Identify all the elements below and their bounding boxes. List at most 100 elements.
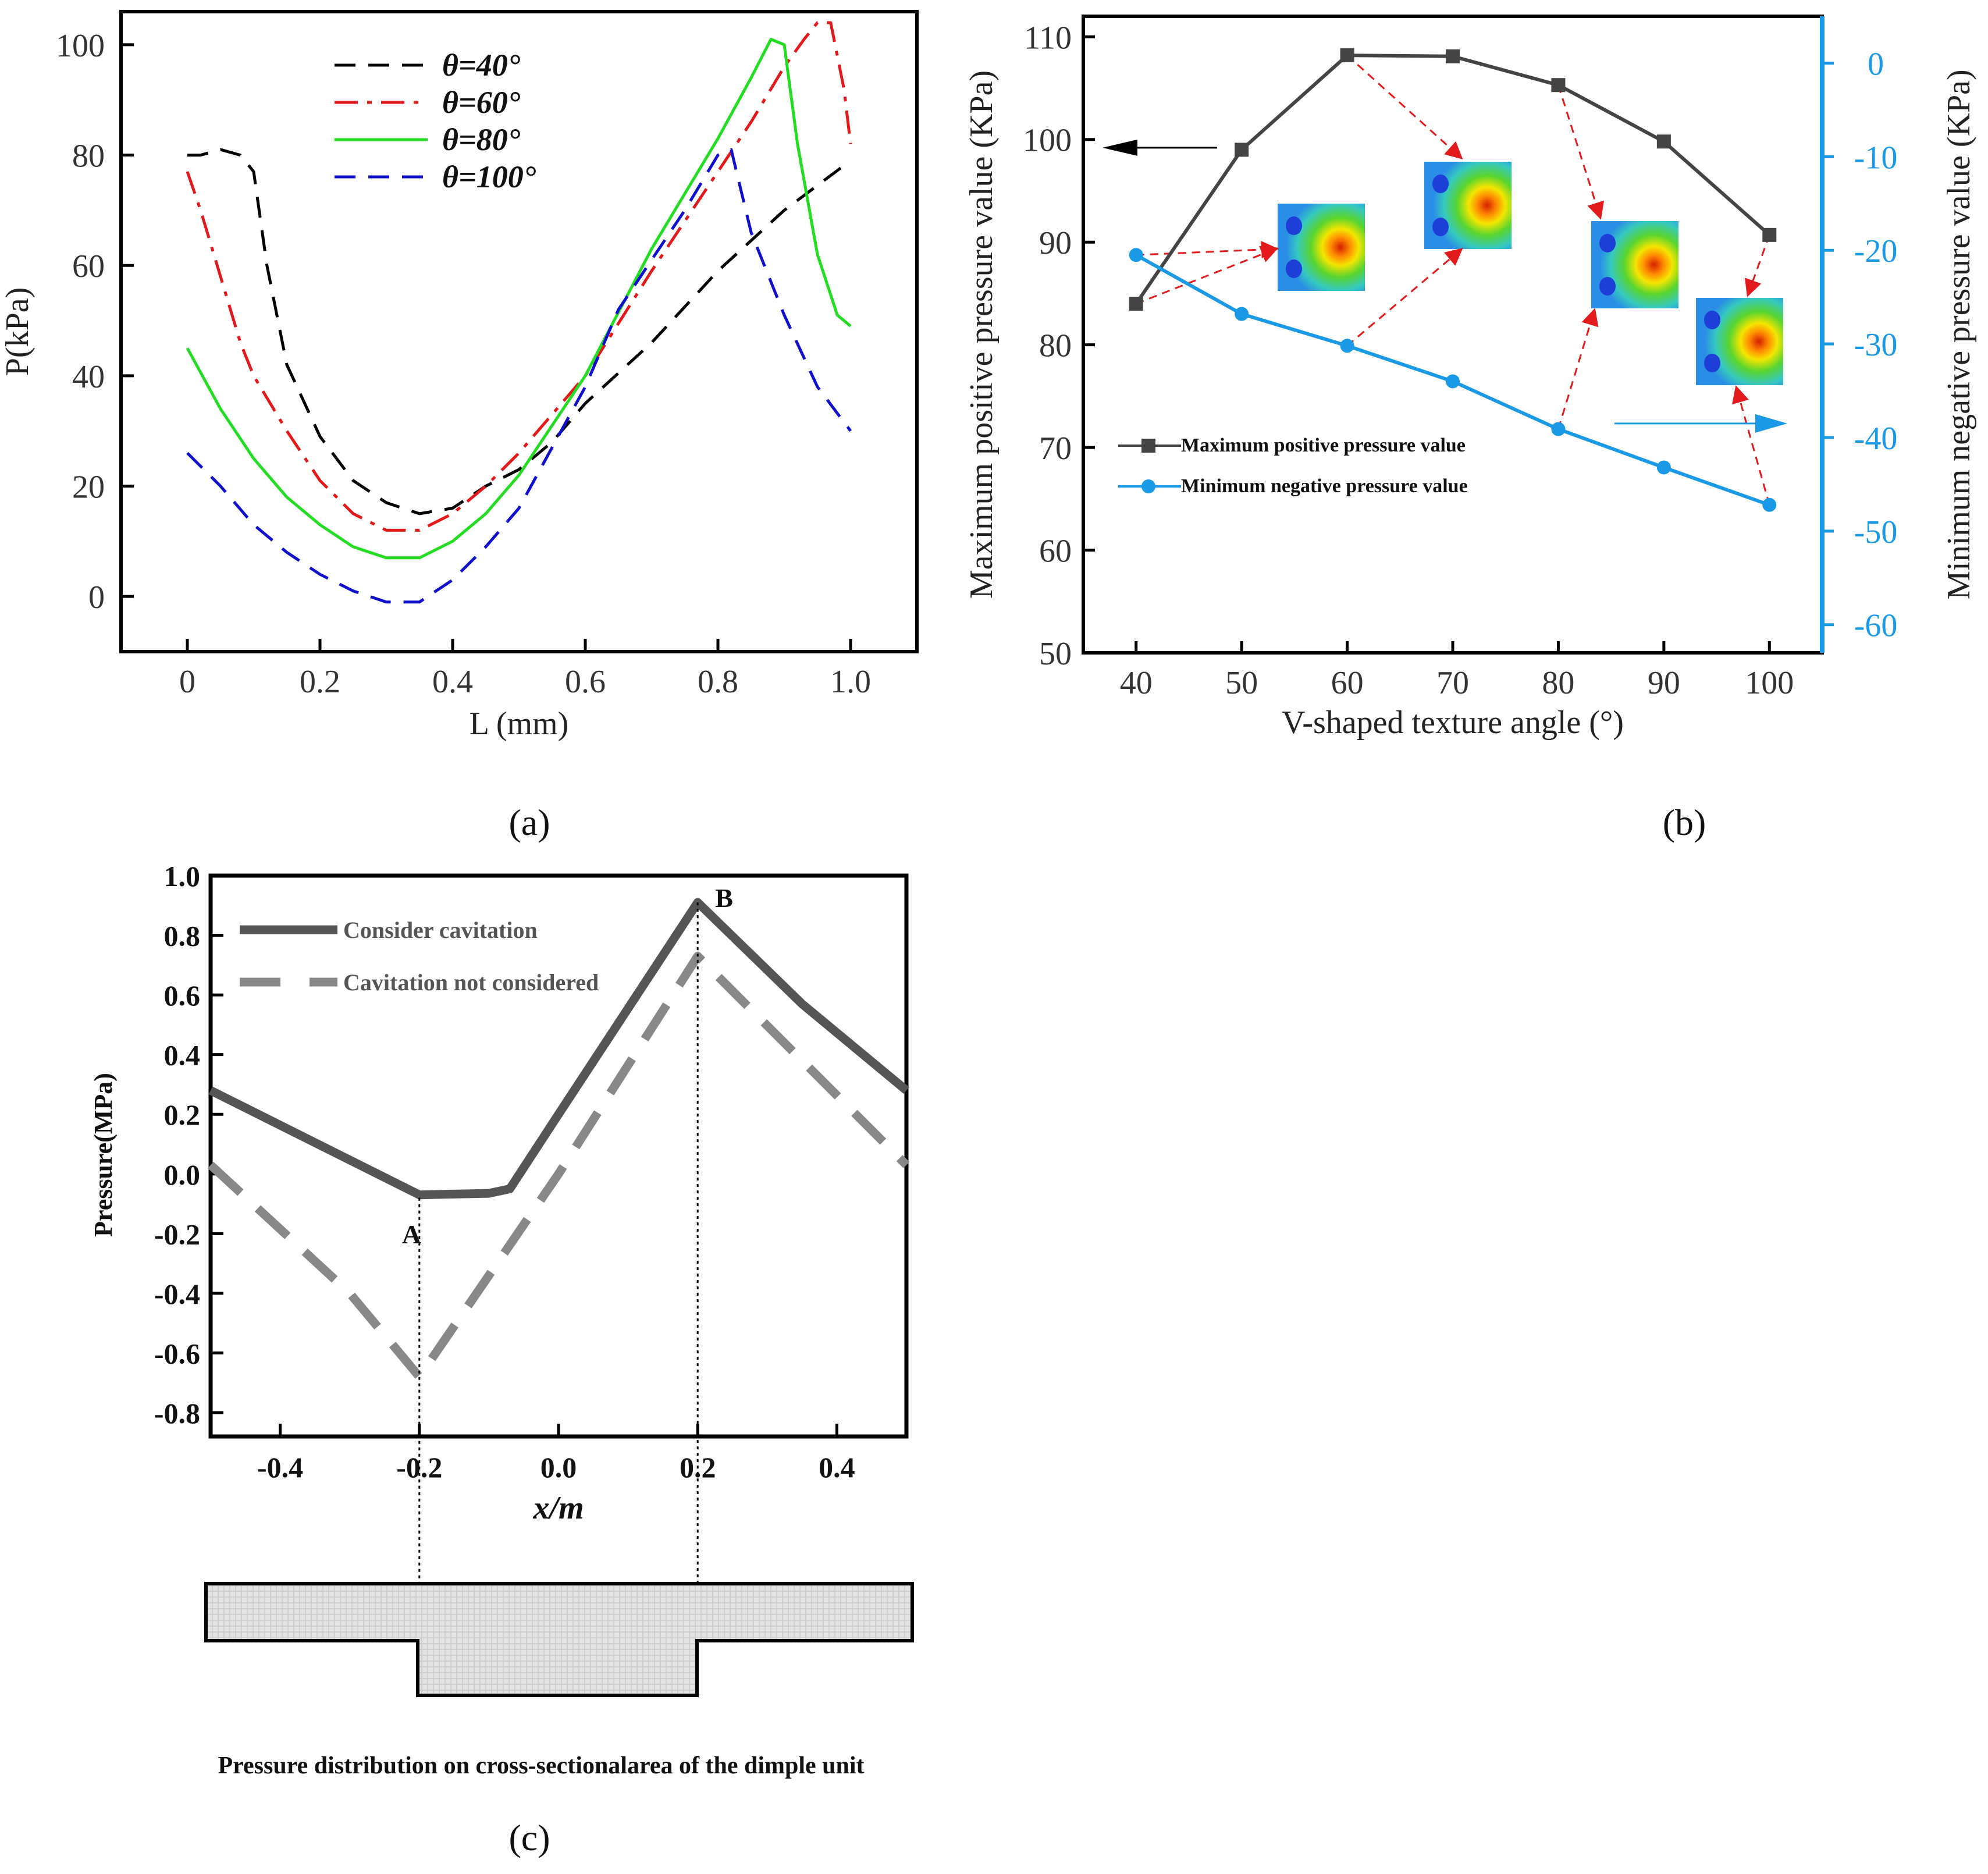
legend-label: θ=100° xyxy=(442,159,536,194)
y-tick-label-right: 0 xyxy=(1868,46,1884,82)
inset-low-spot xyxy=(1599,234,1616,253)
inset-low-spot xyxy=(1704,354,1720,372)
y-tick-label: 40 xyxy=(72,359,105,395)
y-tick-label: 80 xyxy=(72,138,105,175)
panel-b-legend: Maximum positive pressure value Minimum n… xyxy=(1118,435,1468,497)
data-point xyxy=(1340,339,1354,353)
x-tick-label: 60 xyxy=(1331,665,1364,701)
y-tick-label: 0 xyxy=(88,579,105,616)
data-point xyxy=(1235,307,1249,321)
y-tick-label: -0.8 xyxy=(154,1397,200,1429)
data-point xyxy=(1656,460,1671,475)
y-tick-label-left: 80 xyxy=(1039,328,1072,364)
inset-low-spot xyxy=(1286,259,1302,278)
inset-pointer-arrow xyxy=(1346,248,1463,347)
panel-a-label: (a) xyxy=(508,802,550,843)
inset-pointer-arrow xyxy=(1136,241,1279,259)
panel-c-series xyxy=(207,898,910,1381)
legend-label: θ=80° xyxy=(442,122,521,157)
panel-b-series xyxy=(1103,48,1787,512)
legend-label: θ=40° xyxy=(442,48,521,83)
inset-low-spot xyxy=(1704,311,1720,329)
annotation-b: B xyxy=(715,883,733,913)
panel-c-label: (c) xyxy=(508,1817,550,1858)
panel-c-frame xyxy=(208,873,909,1439)
legend-label: Cavitation not considered xyxy=(343,969,599,995)
y-tick-label-left: 90 xyxy=(1039,225,1072,261)
data-point xyxy=(1551,422,1566,436)
data-point xyxy=(1235,143,1249,157)
inset-heatmap xyxy=(1591,221,1678,308)
series-line xyxy=(208,898,909,1200)
y-tick-label-left: 70 xyxy=(1039,431,1072,467)
x-tick-label: 40 xyxy=(1120,665,1153,701)
panel-c-x-axis-title: x/m xyxy=(532,1490,584,1526)
panel-b-y-axis-title-left: Maximum positive pressure value (KPa) xyxy=(963,70,1000,599)
legend-marker xyxy=(1141,479,1155,493)
x-tick-label: 0.8 xyxy=(698,664,738,700)
inset-pointer-arrow xyxy=(1557,84,1605,220)
inset-pointer-arrow xyxy=(1744,234,1770,297)
data-point xyxy=(1762,497,1777,512)
x-tick-label: 70 xyxy=(1436,665,1469,701)
legend-label: θ=60° xyxy=(442,85,521,120)
x-tick-label: -0.4 xyxy=(257,1451,303,1484)
legend-marker xyxy=(1141,439,1155,453)
panel-c-annotations: AB xyxy=(402,883,733,1584)
y-tick-label: 20 xyxy=(72,470,105,506)
legend-label: Minimum negative pressure value xyxy=(1181,475,1468,497)
panel-b-ticks: 40 50 60 70 80 90 100 50 60 70 80 90 100 110 0 -10 -20 -3… xyxy=(1023,20,1897,701)
data-point xyxy=(1551,78,1566,93)
x-tick-label: 0.4 xyxy=(432,664,473,700)
series-line xyxy=(186,148,852,604)
data-point xyxy=(1446,374,1460,389)
inset-pointer-arrow xyxy=(1346,54,1463,160)
y-tick-label-right: -50 xyxy=(1854,514,1898,550)
colormap-inset xyxy=(1696,298,1783,385)
y-tick-label: 1.0 xyxy=(164,860,201,892)
legend-label: Maximum positive pressure value xyxy=(1181,435,1466,456)
y-tick-label-right: -60 xyxy=(1854,608,1898,644)
legend-label: Consider cavitation xyxy=(343,917,538,943)
y-tick-label: 0.6 xyxy=(164,979,201,1012)
panel-a-legend: θ=40°θ=60°θ=80°θ=100° xyxy=(335,48,536,194)
series-line xyxy=(187,148,852,515)
y-tick-label: -0.4 xyxy=(154,1278,200,1310)
y-tick-label: 0.4 xyxy=(164,1039,201,1072)
panel-b-colormap-insets xyxy=(1136,54,1783,506)
data-point xyxy=(1340,48,1354,63)
inset-pointer-arrow xyxy=(1136,246,1279,305)
panel-c-legend: Consider cavitation Cavitation not consid… xyxy=(240,917,599,995)
data-point xyxy=(1129,297,1143,311)
colormap-inset xyxy=(1591,221,1678,308)
y-tick-label-right: -30 xyxy=(1854,327,1898,363)
x-tick-label: 90 xyxy=(1648,665,1680,701)
x-tick-label: 50 xyxy=(1225,665,1258,701)
data-point xyxy=(1656,134,1671,149)
x-tick-label: 0.4 xyxy=(819,1451,855,1484)
panel-a-y-axis-title: P(kPa) xyxy=(0,287,35,376)
y-tick-label: -0.6 xyxy=(154,1337,200,1370)
panel-b-chart: 40 50 60 70 80 90 100 50 60 70 80 90 100 110 0 -10 -20 -3… xyxy=(963,15,1977,741)
series-line xyxy=(186,37,852,560)
annotation-a: A xyxy=(402,1219,421,1249)
y-tick-label-right: -10 xyxy=(1854,140,1898,176)
inset-low-spot xyxy=(1286,216,1302,235)
panel-c-caption: Pressure distribution on cross-sectional… xyxy=(218,1752,864,1779)
x-tick-label: 100 xyxy=(1745,665,1794,701)
panel-c-chart: -0.4 -0.2 0.0 0.2 0.4-0.8-0.6-0.4-0.20.00.20… xyxy=(89,860,914,1779)
inset-pointer-arrow xyxy=(1732,385,1770,506)
panel-b-y-axis-title-right: Minimum negative pressure value (KPa) xyxy=(1941,69,1977,599)
y-tick-label: -0.2 xyxy=(154,1218,200,1250)
inset-low-spot xyxy=(1432,175,1449,193)
panel-a-x-axis-title: L (mm) xyxy=(470,706,569,742)
x-tick-label: 0.0 xyxy=(540,1451,577,1484)
data-point xyxy=(1446,49,1460,63)
x-tick-label: 80 xyxy=(1542,665,1574,701)
panel-b-label: (b) xyxy=(1663,802,1706,843)
series-line xyxy=(186,21,852,532)
inset-heatmap xyxy=(1696,298,1783,385)
y-tick-label-left: 100 xyxy=(1023,123,1072,159)
